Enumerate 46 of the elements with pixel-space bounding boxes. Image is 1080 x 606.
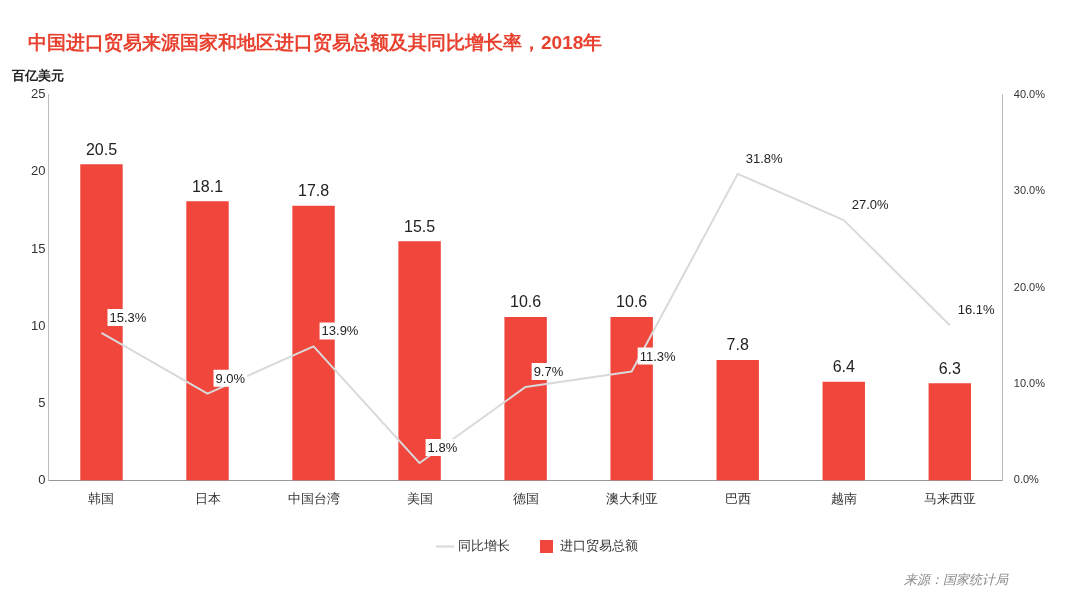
data-label: 9.0%: [215, 370, 246, 386]
y2-tick-label: 40.0%: [1013, 87, 1046, 100]
y-axis-title: 百亿美元: [11, 67, 65, 83]
x-tick-label: 美国: [406, 490, 433, 506]
data-label: 1.8%: [427, 440, 458, 456]
data-label: 31.8%: [745, 150, 784, 166]
data-label: 17.8: [297, 182, 330, 200]
y-tick-label: 5: [38, 394, 46, 410]
x-tick-label: 澳大利亚: [605, 490, 658, 506]
legend-label: 进口贸易总额: [559, 538, 638, 554]
data-label: 10.6: [510, 293, 542, 311]
data-label: 11.3%: [639, 348, 677, 364]
data-label: 16.1%: [957, 302, 996, 318]
data-label: 15.3%: [109, 309, 147, 325]
data-label: 18.1: [191, 177, 224, 195]
y-tick-label: 0: [38, 471, 46, 487]
data-label: 6.3: [938, 359, 962, 377]
y2-tick-label: 0.0%: [1013, 473, 1040, 486]
x-tick-label: 越南: [830, 490, 857, 506]
data-label: 7.8: [726, 336, 749, 354]
data-label: 13.9%: [321, 323, 359, 339]
x-tick-label: 马来西亚: [923, 490, 976, 506]
x-tick-label: 德国: [512, 490, 539, 506]
y-tick-label: 20: [30, 163, 46, 179]
data-label: 6.4: [832, 358, 855, 376]
x-tick-label: 巴西: [724, 490, 751, 506]
x-tick-label: 韩国: [88, 490, 115, 506]
y-tick-label: 10: [30, 317, 46, 333]
y-tick-label: 15: [30, 240, 46, 256]
source-note: 来源：国家统计局: [904, 572, 1009, 588]
bar: [716, 360, 759, 481]
data-label: 15.5: [404, 217, 436, 235]
bar: [822, 381, 865, 481]
bar: [928, 383, 971, 481]
data-label: 10.6: [616, 293, 648, 311]
y2-tick-label: 30.0%: [1013, 184, 1046, 197]
y-tick-label: 25: [30, 86, 46, 102]
legend-label: 同比增长: [458, 538, 510, 554]
data-label: 20.5: [85, 140, 118, 158]
y2-tick-label: 10.0%: [1013, 377, 1046, 390]
data-label: 27.0%: [851, 197, 890, 213]
chart-title: 中国进口贸易来源国家和地区进口贸易总额及其同比增长率，2018年: [28, 31, 603, 53]
y2-tick-label: 20.0%: [1013, 280, 1046, 293]
x-tick-label: 日本: [194, 490, 221, 506]
data-label: 9.7%: [533, 363, 564, 379]
x-tick-label: 中国台湾: [287, 490, 340, 506]
